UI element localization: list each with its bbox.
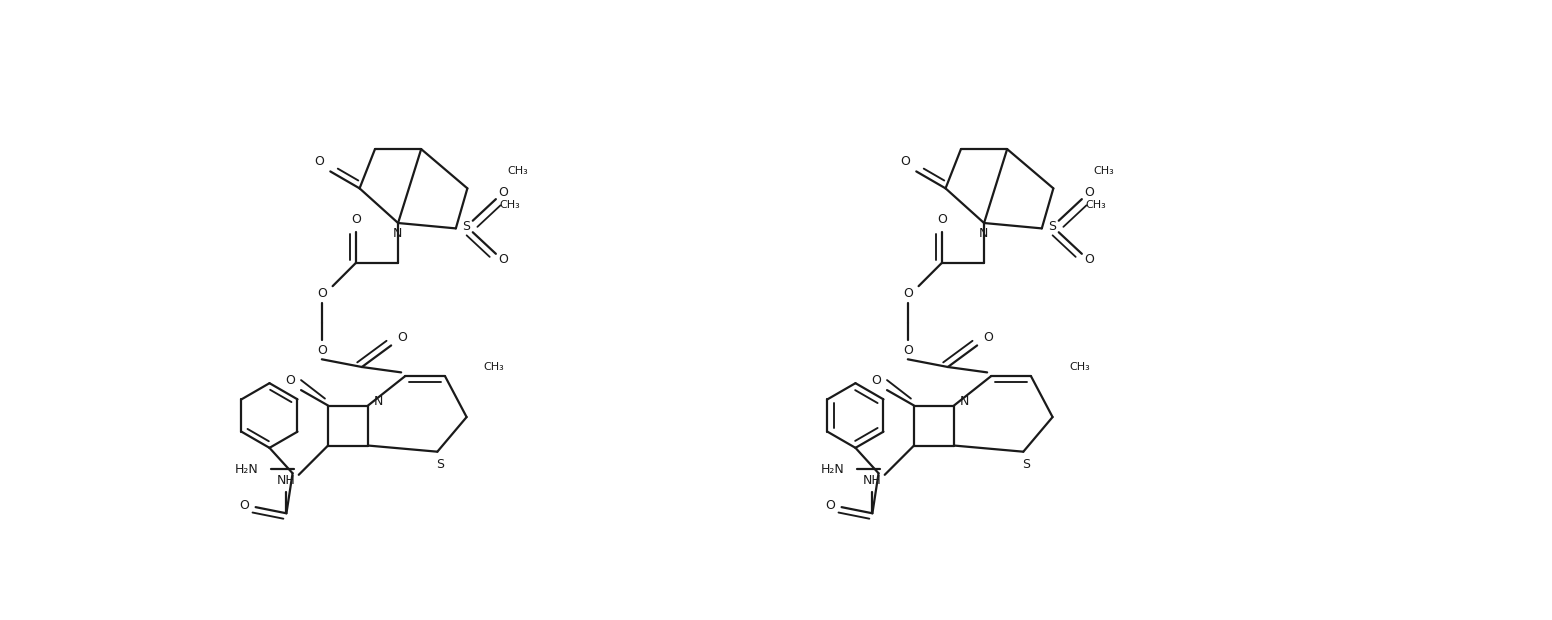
Text: CH₃: CH₃ [484,362,504,372]
Text: CH₃: CH₃ [1094,166,1114,177]
Text: O: O [903,287,913,300]
Text: O: O [1085,187,1094,200]
Text: O: O [826,499,835,512]
Text: S: S [462,219,470,232]
Text: S: S [436,458,444,471]
Text: NH: NH [278,474,296,487]
Text: N: N [979,228,989,241]
Text: N: N [961,395,970,408]
Text: O: O [239,499,248,512]
Text: O: O [903,344,913,357]
Text: O: O [315,155,324,168]
Text: CH₃: CH₃ [508,166,528,177]
Text: O: O [900,155,911,168]
Text: O: O [937,213,947,226]
Text: H₂N: H₂N [821,463,844,476]
Text: O: O [871,374,882,388]
Text: O: O [317,344,327,357]
Text: O: O [498,187,509,200]
Text: O: O [498,254,509,267]
Text: N: N [374,395,383,408]
Text: S: S [1021,458,1029,471]
Text: O: O [351,213,360,226]
Text: CH₃: CH₃ [1086,200,1107,210]
Text: CH₃: CH₃ [500,200,520,210]
Text: N: N [393,228,402,241]
Text: CH₃: CH₃ [1069,362,1090,372]
Text: NH: NH [863,474,882,487]
Text: O: O [1085,254,1094,267]
Text: O: O [286,374,295,388]
Text: O: O [397,331,407,344]
Text: O: O [317,287,327,300]
Text: O: O [982,331,993,344]
Text: S: S [1049,219,1057,232]
Text: H₂N: H₂N [234,463,258,476]
